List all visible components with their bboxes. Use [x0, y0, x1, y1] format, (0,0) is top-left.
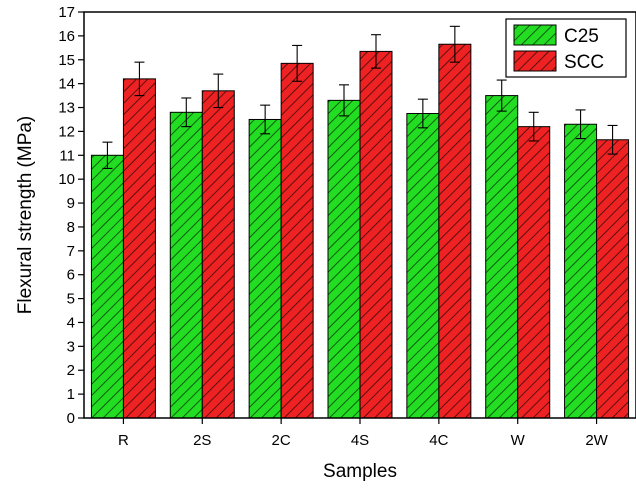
bar-c25: [406, 113, 440, 419]
bar-scc: [122, 78, 156, 419]
bar-scc: [517, 126, 551, 419]
y-tick-label: 7: [67, 243, 75, 260]
x-tick-label: 2S: [193, 432, 211, 449]
bar-c25: [485, 95, 519, 419]
y-tick-label: 15: [58, 52, 75, 69]
bar-scc: [280, 62, 314, 419]
y-tick-label: 8: [67, 219, 75, 236]
x-tick-label: W: [511, 432, 526, 449]
y-tick-label: 4: [67, 314, 75, 331]
y-tick-label: 5: [67, 291, 75, 308]
legend-label-scc: SCC: [564, 52, 604, 73]
bar-c25: [90, 154, 124, 419]
y-tick-label: 6: [67, 267, 75, 284]
x-axis-title: Samples: [323, 461, 397, 482]
y-tick-label: 2: [67, 362, 75, 379]
y-tick-label: 14: [58, 76, 75, 93]
bar-scc: [438, 43, 472, 419]
legend: C25 SCC: [505, 18, 627, 78]
bar-c25: [564, 123, 598, 419]
x-tick-label: 4C: [429, 432, 448, 449]
bar-c25: [327, 99, 361, 419]
x-tick-label: R: [118, 432, 129, 449]
bar-c25: [169, 111, 203, 419]
y-axis-title: Flexural strength (MPa): [15, 116, 36, 315]
y-tick-label: 13: [58, 100, 75, 117]
legend-label-c25: C25: [564, 26, 599, 47]
x-tick-label: 4S: [351, 432, 369, 449]
bar-scc: [596, 139, 630, 419]
y-tick-label: 16: [58, 28, 75, 45]
y-tick-label: 0: [67, 410, 75, 427]
y-tick-label: 1: [67, 386, 75, 403]
y-tick-label: 9: [67, 195, 75, 212]
x-tick-label: 2W: [585, 432, 608, 449]
bar-scc: [201, 90, 235, 419]
y-tick-label: 3: [67, 338, 75, 355]
y-tick-label: 11: [59, 147, 75, 164]
error-bars-layer: [102, 25, 618, 169]
y-tick-label: 12: [58, 123, 75, 140]
legend-swatch-scc: [513, 50, 557, 72]
bar-c25: [248, 118, 282, 419]
bars-layer: [90, 43, 630, 419]
legend-swatch-c25: [513, 24, 557, 46]
y-tick-label: 10: [58, 171, 75, 188]
x-tick-label: 2C: [272, 432, 291, 449]
bar-scc: [359, 50, 393, 419]
x-axis: R 2S 2C 4S 4C W 2W: [118, 418, 609, 449]
y-tick-label: 17: [58, 4, 75, 21]
